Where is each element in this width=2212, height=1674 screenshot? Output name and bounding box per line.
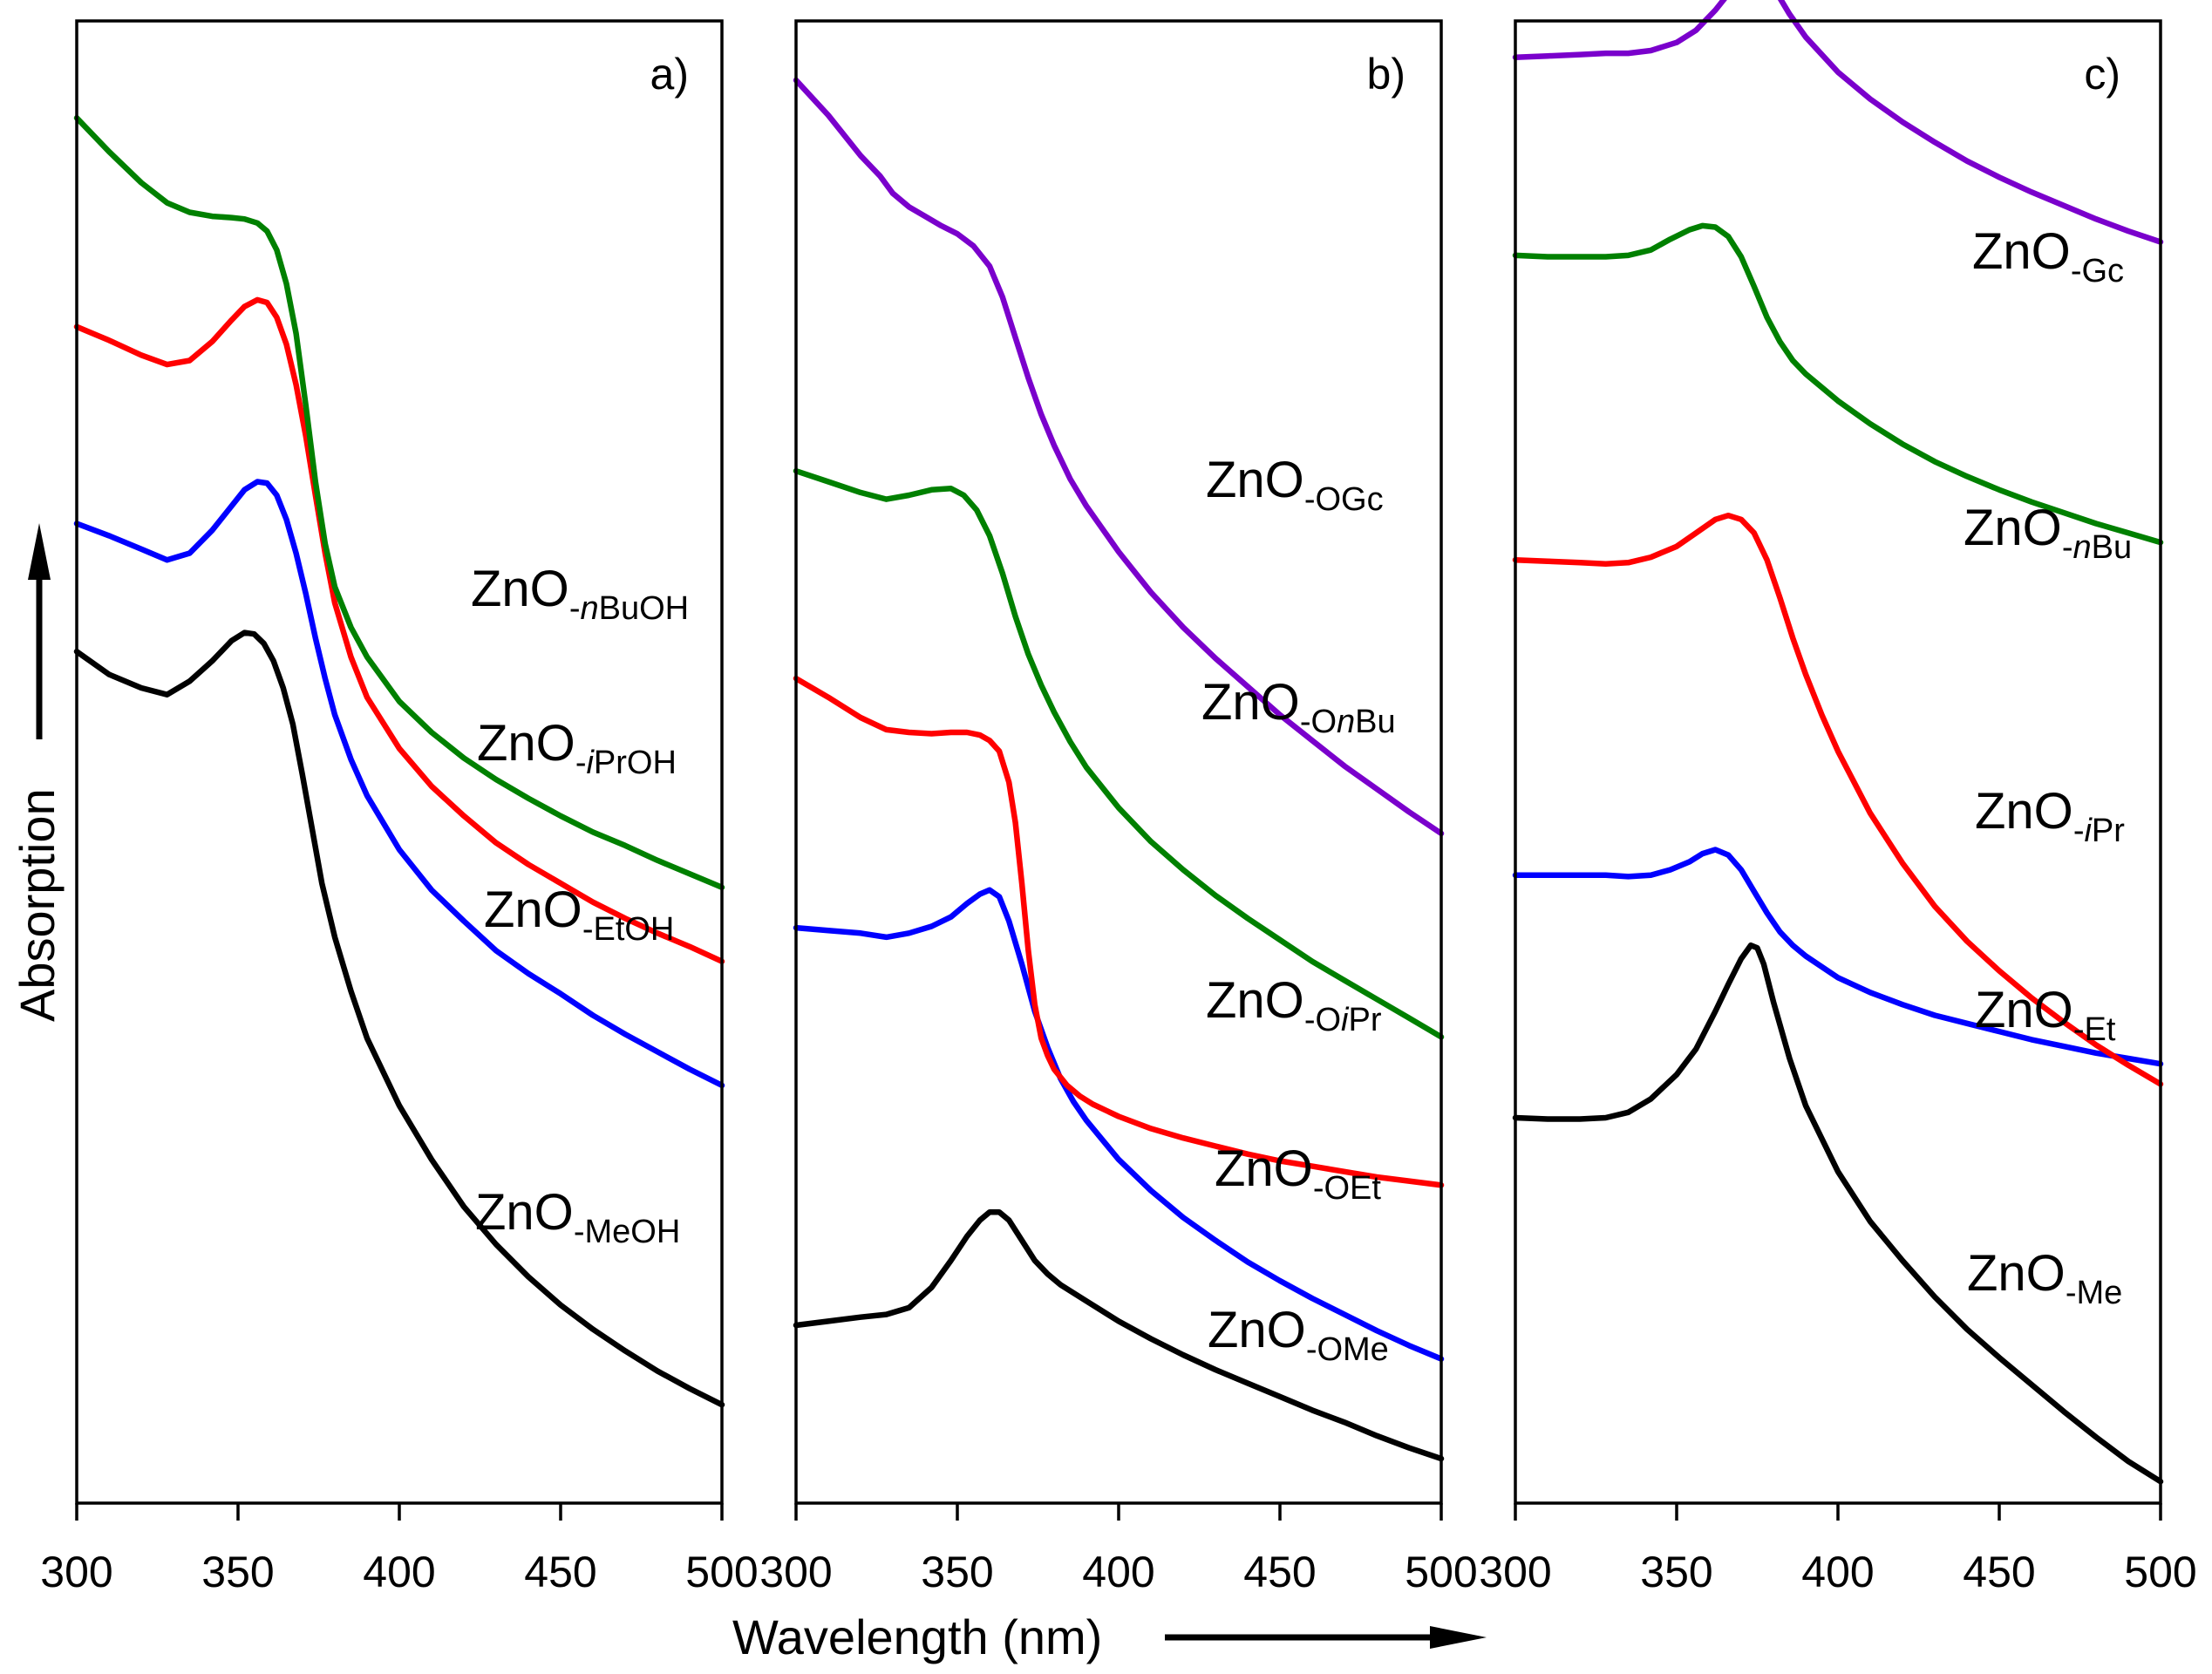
- panel-b-tick-label-350: 350: [921, 1548, 993, 1596]
- panel-b-legend-oet: ZnO-OEt: [1215, 1140, 1381, 1207]
- y-axis-title-group: Absorption: [10, 523, 65, 1022]
- panel-b-frame: [794, 19, 1443, 1505]
- panel-b-series-oet: [793, 887, 1445, 1362]
- panel-b-series: [793, 77, 1445, 1462]
- panel-a-series-iproh: [73, 296, 725, 964]
- panel-a-series: [73, 115, 725, 1408]
- panel-a-legend-nbuoh: ZnO-nBuOH: [471, 561, 689, 627]
- panel-b-legend: ZnO-OMe ZnO-OEt ZnO-OiPr ZnO-OnBu ZnO-OGc: [1201, 452, 1396, 1368]
- panel-c-legend: ZnO-Me ZnO-Et ZnO-iPr ZnO-nBu ZnO-Gc: [1964, 223, 2132, 1311]
- panel-c-tick-label-450: 450: [1963, 1548, 2035, 1596]
- panel-a-legend-meoh: ZnO-MeOH: [475, 1184, 680, 1250]
- panel-b: b) 300 350 400 450 500 ZnO-OMe ZnO-OEt ZnO-OiP…: [759, 19, 1478, 1596]
- panel-b-legend-ogc: ZnO-OGc: [1206, 452, 1384, 518]
- panel-b-tick-label-300: 300: [759, 1548, 832, 1596]
- panel-b-legend-onbu: ZnO-OnBu: [1201, 674, 1396, 740]
- panel-c-label: c): [2084, 50, 2120, 99]
- panel-a-label: a): [650, 50, 689, 99]
- x-axis-title: Wavelength (nm): [732, 1609, 1102, 1664]
- panel-b-series-ome: [793, 1208, 1445, 1462]
- panel-a-x-ticks: 300 350 400 450 500: [40, 1503, 759, 1596]
- panel-c-legend-gc: ZnO-Gc: [1972, 223, 2124, 289]
- x-axis-title-group: Wavelength (nm): [732, 1609, 1487, 1664]
- panel-a-tick-label-450: 450: [524, 1548, 596, 1596]
- panel-c-series-nbu: [1512, 222, 2164, 546]
- panel-b-label: b): [1367, 50, 1405, 99]
- panel-b-tick-label-450: 450: [1243, 1548, 1316, 1596]
- panel-c-legend-et: ZnO-Et: [1975, 982, 2116, 1048]
- x-axis-arrow-head: [1430, 1626, 1487, 1649]
- panel-b-legend-ome: ZnO-OMe: [1208, 1302, 1389, 1368]
- panel-c-legend-nbu: ZnO-nBu: [1964, 500, 2132, 566]
- panel-a-tick-label-400: 400: [363, 1548, 435, 1596]
- panel-a-tick-label-500: 500: [685, 1548, 758, 1596]
- y-axis-arrow-head: [28, 523, 51, 580]
- panel-a-series-nbuoh: [73, 115, 725, 890]
- panel-c-series-me: [1512, 942, 2164, 1485]
- panel-c-x-ticks: 300 350 400 450 500: [1479, 1503, 2197, 1596]
- panel-b-x-ticks: 300 350 400 450 500: [759, 1503, 1478, 1596]
- panel-b-series-oipr: [793, 675, 1445, 1188]
- panel-c-tick-label-300: 300: [1479, 1548, 1551, 1596]
- panel-c-legend-ipr: ZnO-iPr: [1975, 783, 2125, 849]
- panel-c-legend-me: ZnO-Me: [1967, 1245, 2122, 1311]
- panel-a-tick-label-350: 350: [201, 1548, 274, 1596]
- panel-a-series-meoh: [73, 629, 725, 1408]
- panel-a: a) 300 350 400 450 500 ZnO-MeOH ZnO-EtOH ZnO-i…: [40, 19, 759, 1596]
- panel-c-series-et: [1512, 847, 2164, 1067]
- panel-a-legend-iproh: ZnO-iPrOH: [477, 715, 677, 781]
- panel-b-tick-label-500: 500: [1405, 1548, 1477, 1596]
- panel-a-legend-etoh: ZnO-EtOH: [484, 881, 674, 948]
- panel-c-series: [1512, 0, 2164, 1485]
- panel-c: c) 300 350 400 450 500 ZnO-MeZnO-EtZnO-iPrZn…: [1479, 0, 2197, 1596]
- panel-c-tick-label-500: 500: [2124, 1548, 2196, 1596]
- panel-c-tick-label-350: 350: [1640, 1548, 1712, 1596]
- panel-c-series-ipr: [1512, 512, 2164, 1087]
- panel-a-legend: ZnO-MeOH ZnO-EtOH ZnO-iPrOH ZnO-nBuOH: [471, 561, 689, 1250]
- panel-b-tick-label-400: 400: [1082, 1548, 1154, 1596]
- panel-c-tick-label-400: 400: [1801, 1548, 1874, 1596]
- panel-c-series-gc: [1512, 0, 2164, 245]
- y-axis-title: Absorption: [10, 788, 65, 1022]
- panel-b-series-onbu: [793, 467, 1445, 1040]
- panel-b-series-ogc: [793, 77, 1445, 837]
- panel-a-series-etoh: [73, 479, 725, 1089]
- panel-a-tick-label-300: 300: [40, 1548, 112, 1596]
- panel-b-legend-oipr: ZnO-OiPr: [1206, 972, 1382, 1038]
